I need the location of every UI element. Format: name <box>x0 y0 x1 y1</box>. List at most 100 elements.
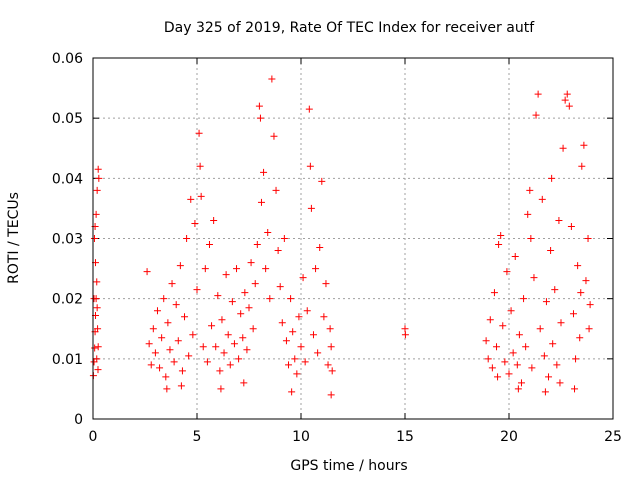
data-point <box>303 307 311 315</box>
data-point <box>93 304 101 312</box>
data-point <box>145 340 153 348</box>
data-point <box>230 340 238 348</box>
data-point <box>507 307 515 315</box>
data-point <box>511 253 519 261</box>
data-point <box>324 361 332 369</box>
data-point <box>586 301 594 309</box>
data-point <box>191 219 199 227</box>
data-point <box>490 289 498 297</box>
data-point <box>210 216 218 224</box>
data-point <box>174 337 182 345</box>
data-point <box>94 343 102 351</box>
y-tick-label: 0.01 <box>52 352 83 368</box>
data-point <box>216 367 224 375</box>
x-tick-label: 0 <box>89 429 98 445</box>
data-point <box>530 274 538 282</box>
data-point <box>557 319 565 327</box>
data-point <box>495 241 503 249</box>
data-point <box>326 325 334 333</box>
data-point <box>280 235 288 242</box>
data-point <box>289 328 297 336</box>
data-point <box>288 388 296 396</box>
data-point <box>274 247 282 255</box>
data-point <box>505 370 513 378</box>
data-point <box>316 244 324 252</box>
data-point <box>585 325 593 333</box>
data-point <box>185 352 193 360</box>
data-point <box>226 361 234 369</box>
data-point <box>295 313 303 321</box>
data-point <box>548 174 556 182</box>
data-point <box>176 262 184 270</box>
data-point <box>572 355 580 363</box>
data-points <box>89 75 594 399</box>
y-tick-label: 0.02 <box>52 292 83 308</box>
data-point <box>208 322 216 330</box>
data-point <box>94 325 102 333</box>
data-point <box>272 186 280 194</box>
data-point <box>569 310 577 318</box>
y-tick-label: 0.06 <box>52 51 83 67</box>
x-tick-label: 25 <box>604 429 622 445</box>
data-point <box>291 355 299 363</box>
data-point <box>160 295 168 303</box>
data-point <box>151 349 159 357</box>
data-point <box>218 316 226 324</box>
data-point <box>561 96 569 104</box>
data-point <box>251 280 259 288</box>
x-tick-label: 10 <box>292 429 310 445</box>
data-point <box>253 241 261 249</box>
data-point <box>527 235 535 242</box>
data-point <box>245 304 253 312</box>
data-point <box>501 358 509 366</box>
data-point <box>94 165 102 173</box>
grid-lines <box>93 58 613 419</box>
data-point <box>224 331 232 339</box>
data-point <box>320 313 328 321</box>
data-point <box>494 373 502 381</box>
data-point <box>93 355 101 363</box>
data-point <box>547 247 555 255</box>
data-point <box>195 129 203 137</box>
data-point <box>293 370 301 378</box>
data-point <box>513 361 521 369</box>
data-point <box>517 379 525 387</box>
data-point <box>549 340 557 348</box>
data-point <box>514 385 522 393</box>
data-point <box>147 361 155 369</box>
data-point <box>306 162 314 170</box>
data-point <box>168 280 176 288</box>
data-point <box>228 298 236 306</box>
data-point <box>93 278 101 286</box>
data-point <box>95 174 103 182</box>
data-point <box>577 289 585 297</box>
data-point <box>540 352 548 360</box>
data-point <box>493 343 501 351</box>
data-point <box>578 162 586 170</box>
data-point <box>318 177 326 185</box>
data-point <box>278 319 286 327</box>
data-point <box>256 114 264 122</box>
data-point <box>582 277 590 285</box>
data-point <box>90 295 98 303</box>
x-tick-label: 20 <box>500 429 518 445</box>
data-point <box>149 325 157 333</box>
data-point <box>240 379 248 387</box>
data-point <box>214 292 222 300</box>
data-point <box>563 90 571 98</box>
data-point <box>524 210 532 218</box>
data-point <box>239 334 247 342</box>
data-point <box>91 344 99 352</box>
data-point <box>222 271 230 279</box>
data-point <box>305 105 313 113</box>
data-point <box>199 343 207 351</box>
data-point <box>287 295 295 303</box>
data-point <box>322 280 330 288</box>
data-point <box>183 235 191 242</box>
data-point <box>266 295 274 303</box>
data-point <box>153 307 161 315</box>
data-point <box>260 168 268 176</box>
data-point <box>220 349 228 357</box>
data-point <box>163 385 171 393</box>
